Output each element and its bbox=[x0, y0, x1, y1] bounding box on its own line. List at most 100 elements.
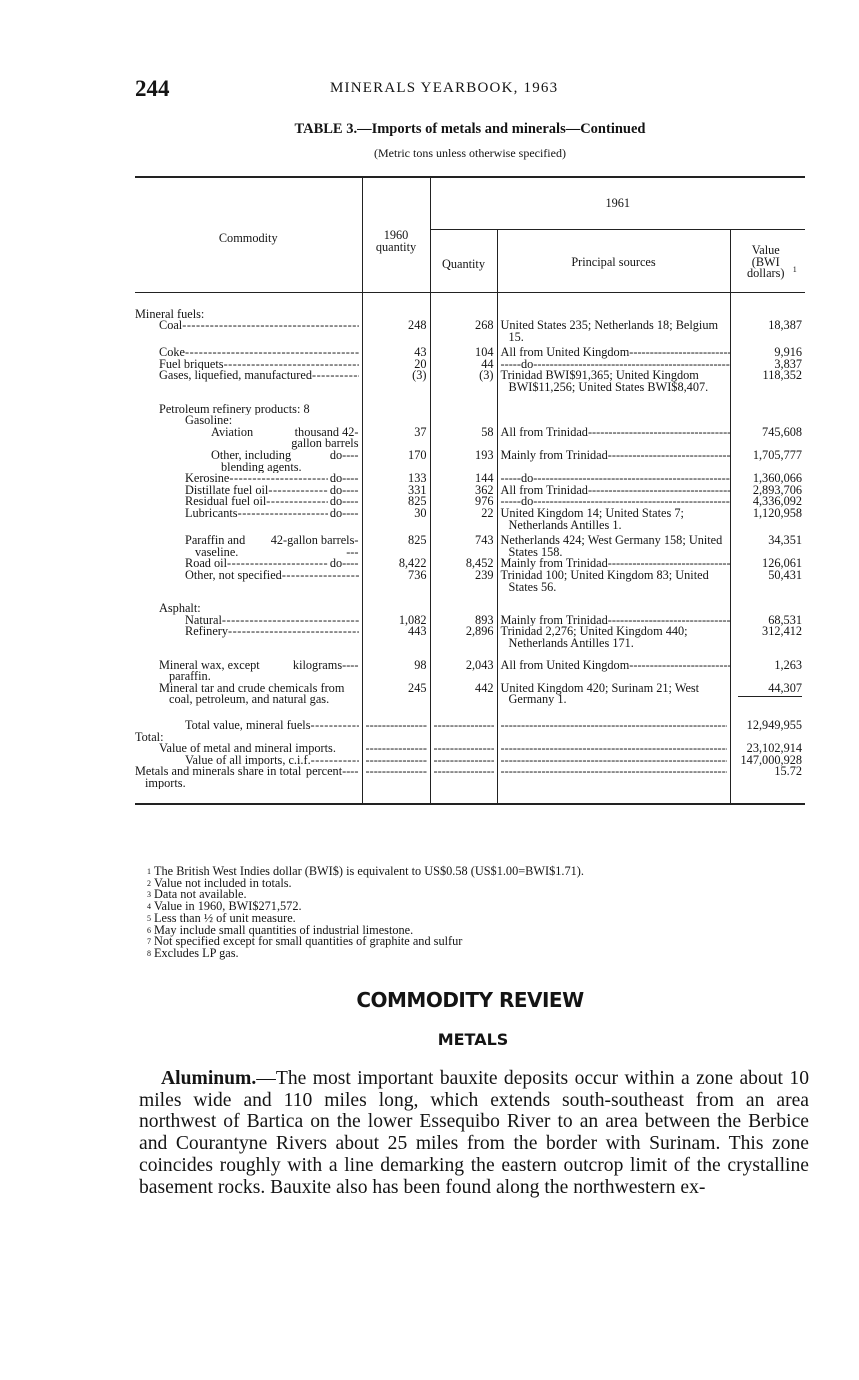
value-cell: 34,351 bbox=[729, 531, 806, 559]
value-cell: 4,336,092 bbox=[729, 495, 806, 508]
sources-cell: United States 235; Netherlands 18; Belgi… bbox=[496, 320, 730, 344]
commodity-cell: Gases, liquefied, manufactured bbox=[135, 370, 362, 393]
table-row: Petroleum refinery products: 8 bbox=[135, 393, 806, 416]
qty-1960-cell: 331 bbox=[361, 484, 430, 497]
commodity-cell: Residual fuel oil do bbox=[135, 495, 362, 508]
qty-1960-cell bbox=[361, 593, 430, 615]
commodity-label: Paraffin and vaseline. bbox=[185, 535, 246, 559]
commodity-label: Road oil bbox=[135, 558, 328, 570]
table-row: Mineral wax, except paraffin. kilograms … bbox=[135, 649, 806, 683]
sources-cell: Trinidad 2,276; United Kingdom 440; Neth… bbox=[496, 626, 730, 650]
dash-filler bbox=[366, 720, 427, 732]
value-cell bbox=[729, 415, 806, 427]
table-row: Residual fuel oil do 825 976 do 4,336,092 bbox=[135, 495, 806, 508]
unit-label: do bbox=[328, 472, 359, 485]
commodity-label: Other, not specified bbox=[135, 570, 359, 582]
sources-cell: Mainly from Trinidad bbox=[496, 450, 730, 474]
sources-cell: Netherlands 424; West Germany 158; Unite… bbox=[496, 531, 730, 559]
qty-1960-cell: 37 bbox=[361, 424, 430, 451]
commodity-cell: Other, not specified bbox=[135, 570, 362, 593]
qty-1961-cell bbox=[429, 754, 497, 767]
qty-1960-cell: 8,422 bbox=[361, 557, 430, 570]
qty-1960-cell: 245 bbox=[361, 682, 430, 706]
qty-1961-cell: 743 bbox=[429, 531, 497, 559]
footnotes: 1 The British West Indies dollar (BWI$) i… bbox=[147, 865, 584, 960]
sources-cell: United Kingdom 14; United States 7; Neth… bbox=[496, 508, 730, 532]
section-heading: COMMODITY REVIEW bbox=[356, 988, 584, 1012]
dash-filler bbox=[501, 755, 727, 767]
principal-sources: Mainly from Trinidad bbox=[501, 615, 727, 627]
value: 34,351 bbox=[768, 533, 803, 548]
subsection-heading: METALS bbox=[437, 1030, 509, 1049]
sources-cell: Trinidad BWI$91,365; United Kingdom BWI$… bbox=[496, 370, 730, 394]
unit-label: do bbox=[328, 449, 359, 462]
qty-1961: 104 bbox=[475, 345, 494, 360]
value-cell: 1,263 bbox=[729, 649, 806, 683]
commodity-label: Mineral wax, except paraffin. bbox=[159, 659, 260, 683]
commodity-cell: Asphalt: bbox=[135, 593, 362, 615]
value: 1,705,777 bbox=[752, 448, 803, 463]
qty-1960-cell bbox=[361, 705, 430, 732]
commodity-cell: Gasoline: bbox=[135, 415, 362, 427]
commodity-cell: Value of all imports, c.i.f. bbox=[135, 755, 362, 767]
qty-1961-cell: 144 bbox=[429, 472, 497, 485]
qty-1961: 362 bbox=[475, 482, 494, 497]
footnote-number: 4 bbox=[147, 902, 151, 912]
footnote-number: 6 bbox=[147, 925, 151, 935]
commodity-label: Kerosine bbox=[135, 473, 328, 485]
value-cell: 3,837 bbox=[729, 358, 806, 371]
commodity-cell: Metals and minerals share in total impor… bbox=[135, 765, 362, 803]
commodity-label: Coke bbox=[135, 347, 359, 359]
qty-1961-cell: 193 bbox=[429, 449, 497, 474]
header-value-label: Value (BWI dollars) bbox=[746, 243, 785, 281]
header-value-footnote: 1 bbox=[792, 265, 797, 275]
dash-filler bbox=[434, 720, 494, 732]
sources-cell: do bbox=[496, 496, 730, 508]
qty-1960-cell bbox=[361, 393, 430, 416]
imports-table: Commodity 1960 quantity 1961 Quantity Pr… bbox=[135, 176, 806, 806]
qty-1961-cell: 22 bbox=[429, 507, 497, 532]
qty-1961: 2,043 bbox=[465, 657, 494, 672]
principal-sources: United Kingdom 14; United States 7; Neth… bbox=[500, 508, 684, 532]
table-row: Asphalt: bbox=[135, 593, 806, 615]
value: 23,102,914 bbox=[746, 741, 803, 756]
page-number: 244 bbox=[135, 76, 170, 101]
qty-1960: 1,082 bbox=[398, 612, 427, 627]
commodity-label: Other, including blending agents. bbox=[211, 450, 302, 474]
value-cell: 68,531 bbox=[729, 614, 806, 627]
commodity-label: Aviation bbox=[211, 426, 254, 439]
qty-1960-cell: 43 bbox=[361, 343, 430, 359]
value-cell: 12,949,955 bbox=[729, 705, 806, 732]
dash-filler bbox=[501, 720, 727, 732]
qty-1961-cell: 104 bbox=[429, 343, 497, 360]
commodity-label: Gasoline: bbox=[185, 415, 233, 427]
value: 15.72 bbox=[774, 764, 803, 779]
commodity-cell: Petroleum refinery products: 8 bbox=[135, 394, 362, 416]
qty-1961: 893 bbox=[475, 612, 494, 627]
table-row: Coal 248 268 United States 235; Netherland… bbox=[135, 319, 806, 344]
table-row: Mineral tar and crude chemicals from coa… bbox=[135, 682, 806, 706]
commodity-label: Value of metal and mineral imports. bbox=[159, 743, 336, 755]
sources-cell: All from United Kingdom bbox=[496, 343, 730, 359]
qty-1961-cell: 8,452 bbox=[429, 557, 497, 570]
commodity-cell: Road oil do bbox=[135, 557, 362, 570]
commodity-cell: Mineral fuels: bbox=[135, 292, 362, 320]
principal-sources: Trinidad BWI$91,365; United Kingdom BWI$… bbox=[500, 370, 709, 394]
principal-sources: Netherlands 424; West Germany 158; Unite… bbox=[500, 533, 723, 559]
value: 745,608 bbox=[762, 424, 803, 439]
principal-sources: All from Trinidad bbox=[501, 485, 727, 497]
footnote-number: 8 bbox=[147, 948, 151, 958]
value: 12,949,955 bbox=[746, 717, 803, 732]
commodity-cell: Total: bbox=[135, 732, 362, 744]
dash-filler bbox=[501, 743, 727, 755]
qty-1960: 37 bbox=[414, 424, 427, 439]
qty-1960-cell: 30 bbox=[361, 507, 430, 532]
sources-cell bbox=[496, 766, 730, 804]
qty-1960-cell bbox=[361, 743, 430, 755]
footnote: 6 May include small quantities of industr… bbox=[147, 923, 584, 937]
value-cell: 50,431 bbox=[729, 569, 806, 594]
value-cell bbox=[729, 292, 806, 321]
qty-1961: 44 bbox=[481, 356, 494, 371]
table-row: Gases, liquefied, manufactured (3) (3) Tri… bbox=[135, 369, 806, 394]
value-cell: 745,608 bbox=[729, 424, 806, 451]
